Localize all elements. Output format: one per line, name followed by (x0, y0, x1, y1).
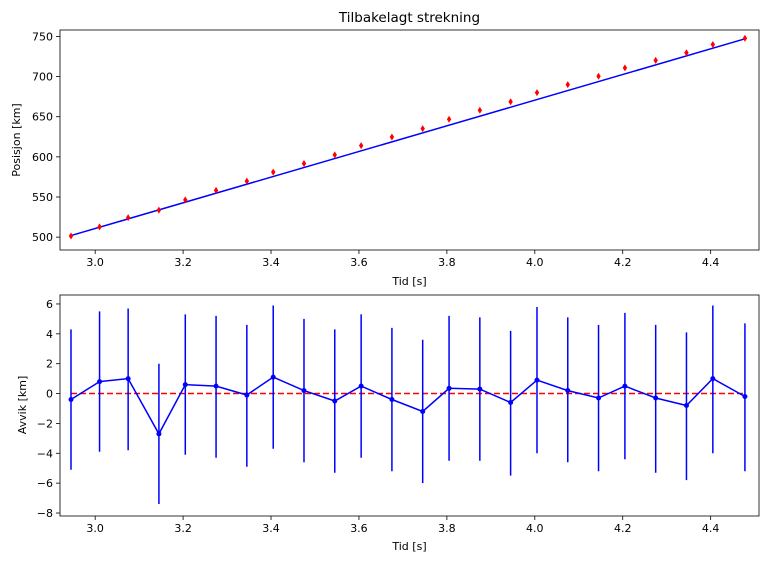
bottom-y-tick-label: 0 (46, 388, 53, 401)
top-data-point (358, 142, 364, 150)
bottom-x-tick-label: 3.4 (262, 522, 280, 535)
position-subplot: Tilbakelagt strekning 3.0 3.2 3.4 3.6 3.8 4.0… (10, 10, 760, 288)
top-y-axis-label: Posisjon [km] (10, 103, 23, 176)
top-data-point (97, 223, 102, 231)
top-fit-line (70, 38, 746, 237)
bottom-x-tick-label: 3.6 (350, 522, 368, 535)
bottom-error-bars (70, 305, 746, 505)
bottom-x-tick-label: 3.8 (438, 522, 456, 535)
bottom-data-point (710, 376, 716, 382)
bottom-data-point (477, 386, 483, 392)
top-data-point (420, 125, 425, 133)
top-x-tick-label: 3.0 (86, 256, 104, 269)
top-data-point (332, 151, 337, 159)
top-y-tick-label: 750 (32, 30, 53, 43)
bottom-data-point (534, 377, 540, 383)
top-data-point (508, 98, 513, 106)
top-data-point (710, 40, 716, 48)
top-x-tick-label: 4.0 (526, 256, 544, 269)
bottom-data-point (565, 388, 571, 394)
top-data-point (125, 214, 131, 222)
bottom-data-point (508, 400, 514, 406)
bottom-plot-frame (59, 294, 760, 517)
bottom-data-point (68, 397, 74, 403)
bottom-y-tick-label: −2 (37, 417, 53, 430)
bottom-y-tick-label: −4 (37, 447, 53, 460)
top-data-point (68, 232, 74, 240)
top-fit-line-group (70, 38, 746, 237)
bottom-y-tick-label: −6 (37, 477, 53, 490)
top-data-point (534, 89, 540, 97)
bottom-data-point (97, 379, 103, 385)
bottom-data-point (358, 383, 364, 389)
top-x-axis-label: Tid [s] (391, 275, 426, 288)
bottom-data-point (596, 395, 602, 401)
top-data-point (565, 81, 570, 89)
bottom-data-point (622, 383, 628, 389)
top-data-point (244, 177, 250, 185)
bottom-y-tick-label: 6 (46, 298, 53, 311)
bottom-y-axis-label: Avvik [km] (16, 376, 29, 435)
bottom-series-group (68, 374, 748, 437)
top-x-tick-label: 4.2 (614, 256, 632, 269)
top-plot-frame (59, 29, 760, 251)
bottom-y-tick-label: 2 (46, 358, 53, 371)
bottom-data-point (446, 385, 452, 391)
top-data-point (446, 115, 452, 123)
bottom-data-point (742, 394, 748, 400)
bottom-data-point (125, 376, 131, 382)
bottom-x-tick-label: 3.0 (86, 522, 104, 535)
top-points (68, 34, 748, 240)
bottom-series-line (70, 376, 746, 436)
top-data-point (684, 49, 689, 57)
deviation-subplot: 3.0 3.2 3.4 3.6 3.8 4.0 4.2 4.4 −8 −6 −4 −2 0 2 4 6 Ti… (16, 294, 760, 553)
bottom-data-point (389, 397, 395, 403)
top-x-tick-label: 4.4 (702, 256, 720, 269)
top-x-tick-label: 3.6 (350, 256, 368, 269)
bottom-x-tick-label: 3.2 (174, 522, 192, 535)
top-data-point (156, 206, 162, 214)
bottom-y-ticks: −8 −6 −4 −2 0 2 4 6 (37, 298, 60, 520)
bottom-x-tick-label: 4.4 (702, 522, 720, 535)
bottom-data-point (182, 382, 188, 388)
bottom-data-point (213, 383, 219, 389)
top-data-point (653, 56, 658, 64)
top-y-tick-label: 650 (32, 111, 53, 124)
bottom-x-tick-label: 4.2 (614, 522, 632, 535)
bottom-data-point (653, 395, 659, 401)
top-x-tick-label: 3.4 (262, 256, 280, 269)
top-y-tick-label: 600 (32, 151, 53, 164)
bottom-data-point (683, 403, 689, 408)
bottom-y-tick-label: −8 (37, 507, 53, 520)
bottom-data-point (332, 398, 338, 404)
bottom-y-tick-label: 4 (46, 328, 53, 341)
top-x-tick-label: 3.8 (438, 256, 456, 269)
top-x-tick-label: 3.2 (174, 256, 192, 269)
top-data-point (596, 72, 601, 80)
top-data-point (213, 186, 219, 194)
bottom-data-point (244, 392, 250, 398)
bottom-data-point (156, 431, 162, 437)
bottom-data-point (270, 374, 276, 380)
top-data-point (477, 106, 483, 114)
top-data-point (301, 159, 307, 167)
top-data-point (183, 196, 188, 204)
top-x-ticks: 3.0 3.2 3.4 3.6 3.8 4.0 4.2 4.4 (86, 250, 719, 269)
bottom-x-tick-label: 4.0 (526, 522, 544, 535)
top-data-point (622, 64, 628, 72)
top-y-tick-label: 500 (32, 231, 53, 244)
bottom-data-point (420, 408, 426, 414)
bottom-data-point (301, 388, 307, 394)
top-data-point (271, 168, 276, 176)
top-y-ticks: 500 550 600 650 700 750 (32, 30, 60, 244)
top-data-point (389, 133, 395, 141)
top-y-tick-label: 700 (32, 71, 53, 84)
top-data-point (742, 34, 748, 42)
top-chart-title: Tilbakelagt strekning (338, 10, 480, 26)
bottom-x-axis-label: Tid [s] (391, 540, 426, 553)
bottom-x-ticks: 3.0 3.2 3.4 3.6 3.8 4.0 4.2 4.4 (86, 516, 719, 535)
top-y-tick-label: 550 (32, 191, 53, 204)
